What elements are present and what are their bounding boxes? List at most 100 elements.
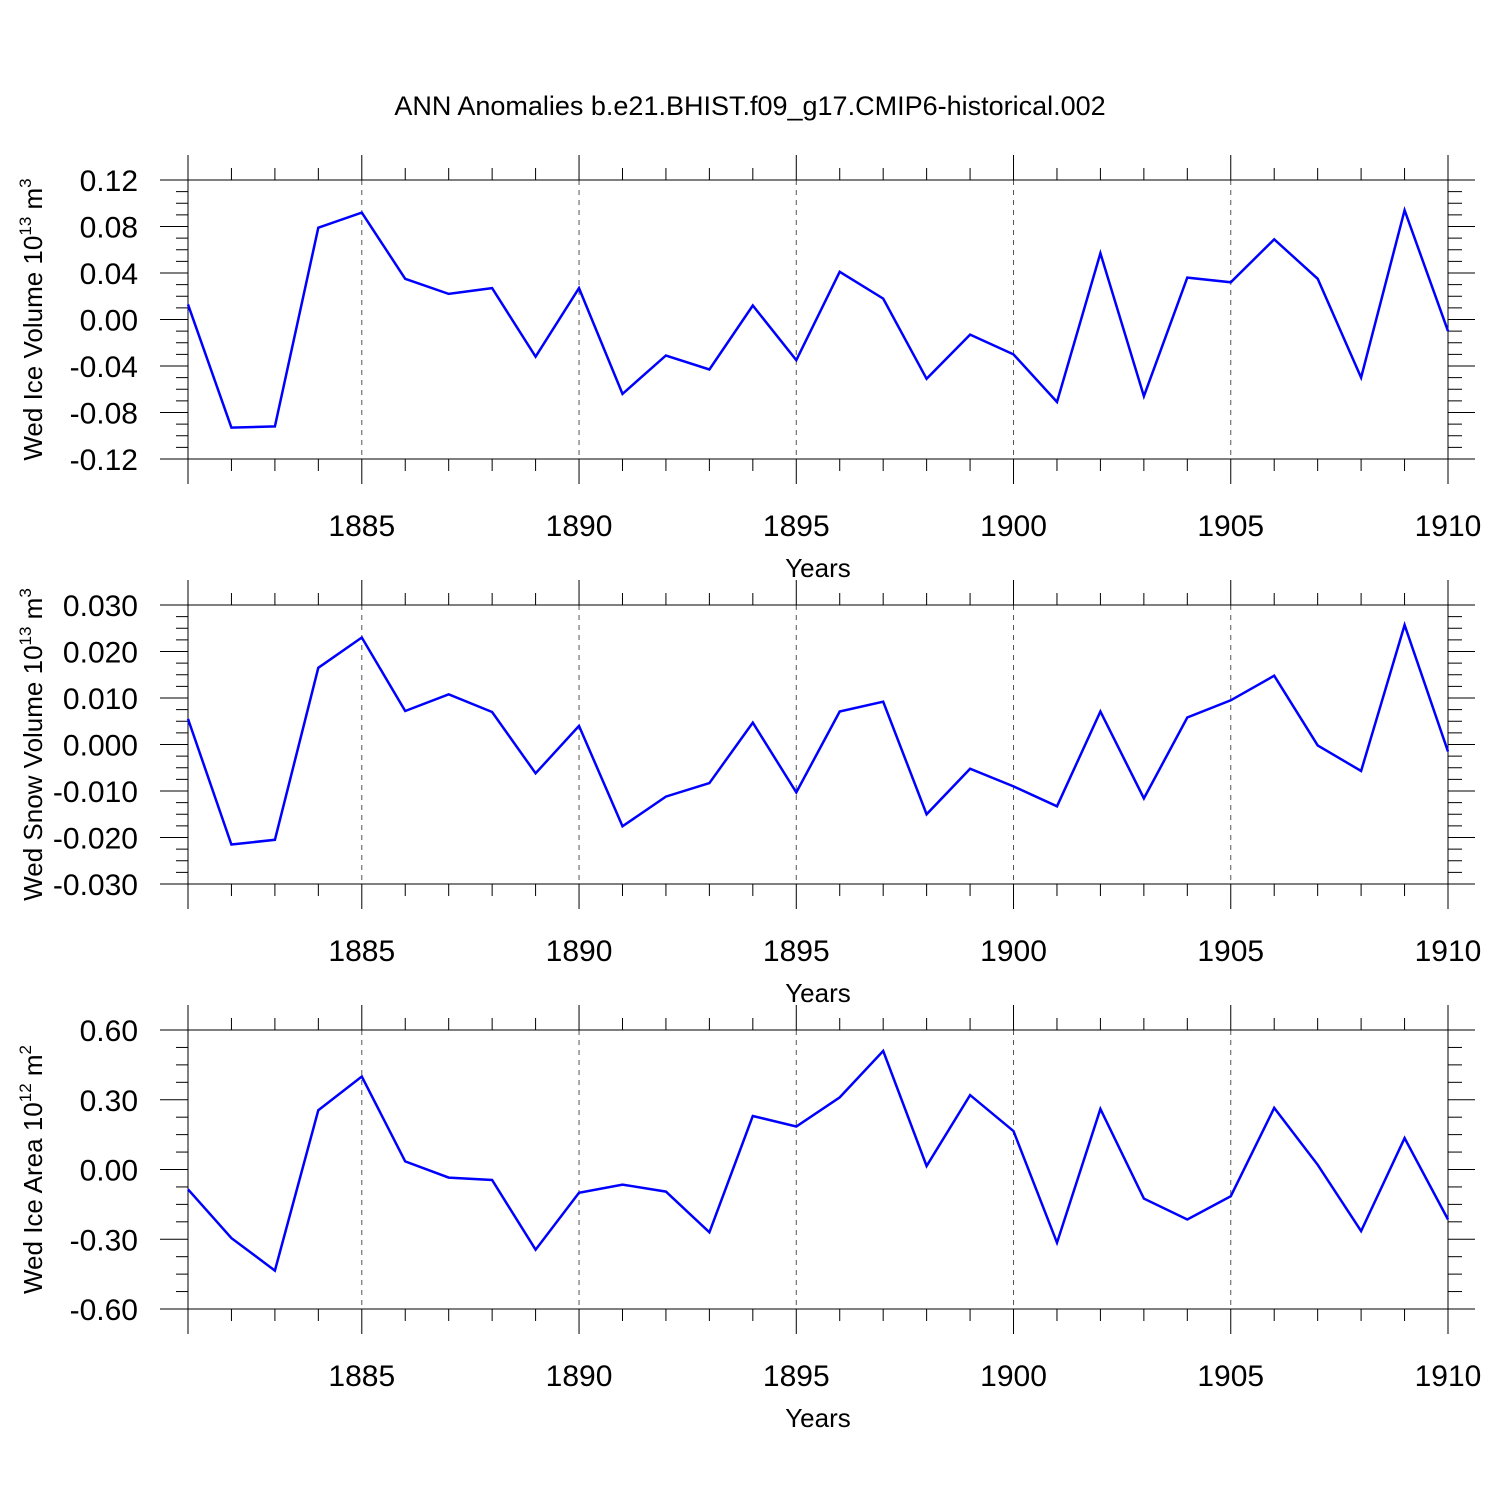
data-point xyxy=(317,1109,319,1111)
x-axis-label: Years xyxy=(785,553,851,583)
y-tick-label: 0.08 xyxy=(80,212,138,245)
data-point xyxy=(535,1249,537,1251)
y-tick-label: 0.00 xyxy=(80,305,138,338)
data-point xyxy=(1013,353,1015,355)
x-tick-label: 1890 xyxy=(546,510,613,543)
data-point xyxy=(448,293,450,295)
data-point xyxy=(187,1188,189,1190)
y-tick-label: -0.12 xyxy=(70,444,138,477)
y-tick-label: -0.08 xyxy=(70,398,138,431)
data-point xyxy=(361,1076,363,1077)
x-tick-label: 1900 xyxy=(980,510,1047,543)
data-point xyxy=(535,356,537,358)
data-point xyxy=(882,1050,884,1052)
data-point xyxy=(1056,401,1058,403)
data-point xyxy=(578,1192,580,1194)
y-axis-label-exponent: 12 xyxy=(16,1083,35,1102)
data-point xyxy=(317,667,319,669)
y-axis-label-unit: m xyxy=(18,598,48,627)
data-point xyxy=(1273,238,1275,240)
data-point xyxy=(665,1191,667,1193)
y-tick-label: -0.030 xyxy=(53,869,138,902)
data-point xyxy=(491,287,493,289)
x-tick-label: 1885 xyxy=(328,1360,395,1393)
data-point xyxy=(1013,1130,1015,1132)
y-tick-label: 0.000 xyxy=(63,730,138,763)
data-point xyxy=(665,355,667,357)
x-tick-label: 1890 xyxy=(546,935,613,968)
data-point xyxy=(1404,209,1406,211)
data-point xyxy=(404,710,406,712)
data-point xyxy=(1230,281,1232,283)
y-axis-label-exponent: 13 xyxy=(16,217,35,236)
data-point xyxy=(274,1270,276,1272)
y-tick-label: -0.60 xyxy=(70,1294,138,1327)
data-point xyxy=(926,1165,928,1167)
x-tick-label: 1910 xyxy=(1415,510,1482,543)
data-point xyxy=(491,1179,493,1181)
y-tick-label: 0.12 xyxy=(80,165,138,198)
x-tick-label: 1895 xyxy=(763,1360,830,1393)
data-point xyxy=(404,1160,406,1162)
x-tick-label: 1900 xyxy=(980,1360,1047,1393)
x-tick-label: 1890 xyxy=(546,1360,613,1393)
data-point xyxy=(752,722,754,724)
data-point xyxy=(1099,252,1101,254)
data-point xyxy=(708,368,710,370)
x-tick-label: 1905 xyxy=(1197,935,1264,968)
y-axis-label-unit-exponent: 2 xyxy=(16,1045,35,1054)
data-point xyxy=(1273,1107,1275,1109)
data-point xyxy=(448,693,450,695)
y-axis-label-exponent: 13 xyxy=(16,627,35,646)
data-point xyxy=(1230,1195,1232,1197)
data-point xyxy=(752,305,754,307)
y-axis-label-unit-exponent: 3 xyxy=(16,178,35,187)
x-tick-label: 1895 xyxy=(763,935,830,968)
x-axis-label: Years xyxy=(785,1403,851,1433)
data-point xyxy=(708,1231,710,1233)
y-tick-label: -0.04 xyxy=(70,351,138,384)
y-axis-label-text: Wed Snow Volume 10 xyxy=(18,645,48,900)
data-point xyxy=(1099,710,1101,712)
y-axis-label-unit-exponent: 3 xyxy=(16,588,35,597)
data-point xyxy=(1186,1218,1188,1220)
data-point xyxy=(1447,330,1449,332)
data-point xyxy=(1143,1198,1145,1200)
series-line xyxy=(186,205,1450,429)
data-point xyxy=(187,718,189,720)
x-tick-label: 1905 xyxy=(1197,1360,1264,1393)
data-point xyxy=(621,393,623,395)
x-tick-label: 1910 xyxy=(1415,935,1482,968)
data-point xyxy=(795,359,797,361)
x-tick-label: 1900 xyxy=(980,935,1047,968)
data-point xyxy=(274,839,276,841)
data-point xyxy=(1273,675,1275,677)
chart-title: ANN Anomalies b.e21.BHIST.f09_g17.CMIP6-… xyxy=(394,91,1105,121)
data-point xyxy=(1360,377,1362,379)
data-point xyxy=(795,791,797,793)
data-point xyxy=(1056,1242,1058,1244)
chart-panel-2: 0.030 0.020 0.010 0.000 -0.010 -0.020 -0.030 18… xyxy=(16,580,1481,1008)
data-point xyxy=(882,298,884,300)
y-tick-label: 0.00 xyxy=(80,1155,138,1188)
data-point xyxy=(839,1096,841,1098)
data-point xyxy=(969,334,971,336)
chart-panel-1: 0.12 0.08 0.04 0.00 -0.04 -0.08 -0.12 1885 1890 1… xyxy=(16,155,1481,583)
y-axis-label-text: Wed Ice Volume 10 xyxy=(18,236,48,461)
series-line xyxy=(186,620,1450,846)
data-point xyxy=(1447,750,1449,752)
data-point xyxy=(1186,277,1188,279)
data-point xyxy=(926,813,928,815)
data-point xyxy=(621,825,623,827)
data-point xyxy=(708,782,710,784)
data-point xyxy=(839,271,841,273)
y-tick-label: 0.020 xyxy=(63,637,138,670)
data-point xyxy=(1404,624,1406,626)
data-point xyxy=(1447,1218,1449,1220)
y-axis-label: Wed Ice Volume 1013 m3 xyxy=(16,178,48,460)
chart-panels: 0.12 0.08 0.04 0.00 -0.04 -0.08 -0.12 1885 1890 1… xyxy=(16,155,1481,1433)
data-point xyxy=(274,425,276,427)
data-point xyxy=(1099,1108,1101,1110)
y-tick-label: 0.30 xyxy=(80,1085,138,1118)
